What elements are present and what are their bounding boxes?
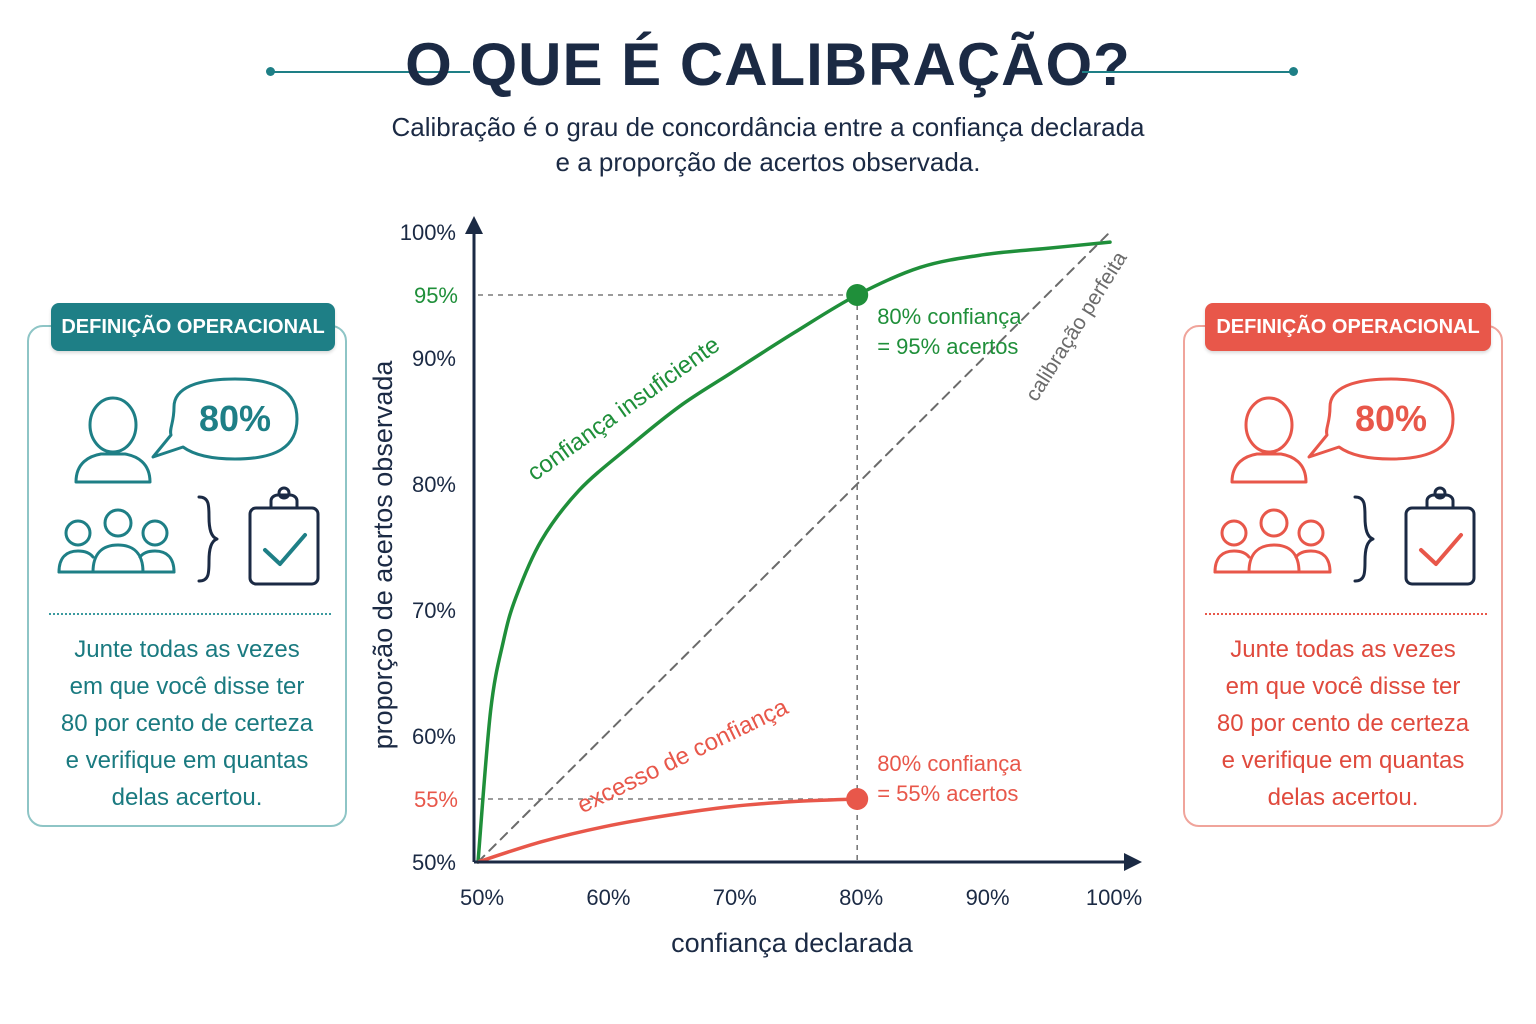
y-tick-label: 90% [412,346,456,371]
y-tick-label: 100% [400,220,456,245]
y-axis-title: proporção de acertos observada [368,360,398,750]
point-annotation-line2: = 95% acertos [877,334,1018,359]
title-dot-right [1289,67,1298,76]
definition-line: 80 por cento de certeza [1216,710,1470,737]
subtitle-line-2: e a proporção de acertos observada. [555,147,981,177]
definition-line: e verifique em quantas [65,747,309,774]
definition-icons-right: 80% [1213,377,1476,586]
definition-line: delas acertou. [1267,784,1419,811]
definition-text-right: Junte todas as vezes em que você disse t… [1195,631,1491,816]
definition-line: 80 por cento de certeza [60,710,314,737]
x-axis-title: confiança declarada [671,928,914,958]
series-line-perfect [477,231,1111,863]
definition-badge-right: DEFINIÇÃO OPERACIONAL [1205,303,1491,351]
definition-icons-left: 80% [57,377,320,586]
brace-icon [197,495,219,583]
title-rule-left [272,71,470,73]
y-highlight-tick-label: 55% [414,787,458,812]
series-lines [476,231,1112,864]
definition-line: em que você disse ter [69,673,305,700]
clipboard-check-icon [248,486,320,586]
page-subtitle: Calibração é o grau de concordância entr… [0,110,1536,180]
title-dot-left [266,67,275,76]
point-annotation-line1: 80% confiança [877,751,1022,776]
definition-line: Junte todas as vezes [74,636,300,663]
group-icon [1213,508,1332,574]
series-line-overconfidence [476,797,859,864]
definition-line: em que você disse ter [1225,673,1461,700]
speech-bubble-icon [151,377,299,461]
highlight-point [846,284,869,306]
point-annotation-line2: = 55% acertos [877,781,1018,806]
x-tick-label: 90% [966,885,1010,910]
x-tick-label: 100% [1086,885,1142,910]
y-tick-label: 50% [412,850,456,875]
confidence-bubble-value: 80% [1355,398,1427,439]
person-icon [74,396,152,484]
y-highlight-tick-label: 95% [414,283,458,308]
title-rule-right [1082,71,1294,73]
brace-icon [1353,495,1375,583]
series-label: excesso de confiança [573,693,793,819]
definition-line: delas acertou. [111,784,263,811]
title-row: O QUE É CALIBRAÇÃO? [0,30,1536,110]
annotations: confiança insuficiente calibração perfeit… [522,247,1131,819]
y-tick-label: 60% [412,724,456,749]
card-divider-right [1205,613,1487,615]
tick-labels: 50% 60% 70% 80% 90% 100% 50% 60% 70% 80% 90% 100% 95… [400,220,1142,910]
highlight-points [846,284,869,810]
highlight-point [846,788,869,810]
card-divider-left [49,613,331,615]
series-line-underconfidence [476,240,1112,864]
page-title: O QUE É CALIBRAÇÃO? [405,31,1131,98]
group-icon [57,508,176,574]
x-tick-label: 70% [713,885,757,910]
clipboard-check-icon [1404,486,1476,586]
x-axis-arrow [1124,853,1142,871]
y-tick-label: 80% [412,472,456,497]
x-tick-label: 50% [460,885,504,910]
confidence-bubble-value: 80% [199,398,271,439]
person-icon [1230,396,1308,484]
definition-line: e verifique em quantas [1221,747,1465,774]
definition-card-right: DEFINIÇÃO OPERACIONAL [1183,303,1503,827]
x-tick-label: 80% [839,885,883,910]
y-axis-arrow [465,216,483,234]
definition-text-left: Junte todas as vezes em que você disse t… [39,631,335,816]
axes [465,216,1142,871]
point-annotation-line1: 80% confiança [877,304,1022,329]
definition-card-left: DEFINIÇÃO OPERACIONAL [27,303,347,827]
definition-badge-left: DEFINIÇÃO OPERACIONAL [51,303,335,351]
y-tick-label: 70% [412,598,456,623]
subtitle-line-1: Calibração é o grau de concordância entr… [391,112,1145,142]
definition-line: Junte todas as vezes [1230,636,1456,663]
x-tick-label: 60% [586,885,630,910]
speech-bubble-icon [1307,377,1455,461]
series-label: confiança insuficiente [522,331,725,486]
series-label: calibração perfeita [1021,247,1132,405]
